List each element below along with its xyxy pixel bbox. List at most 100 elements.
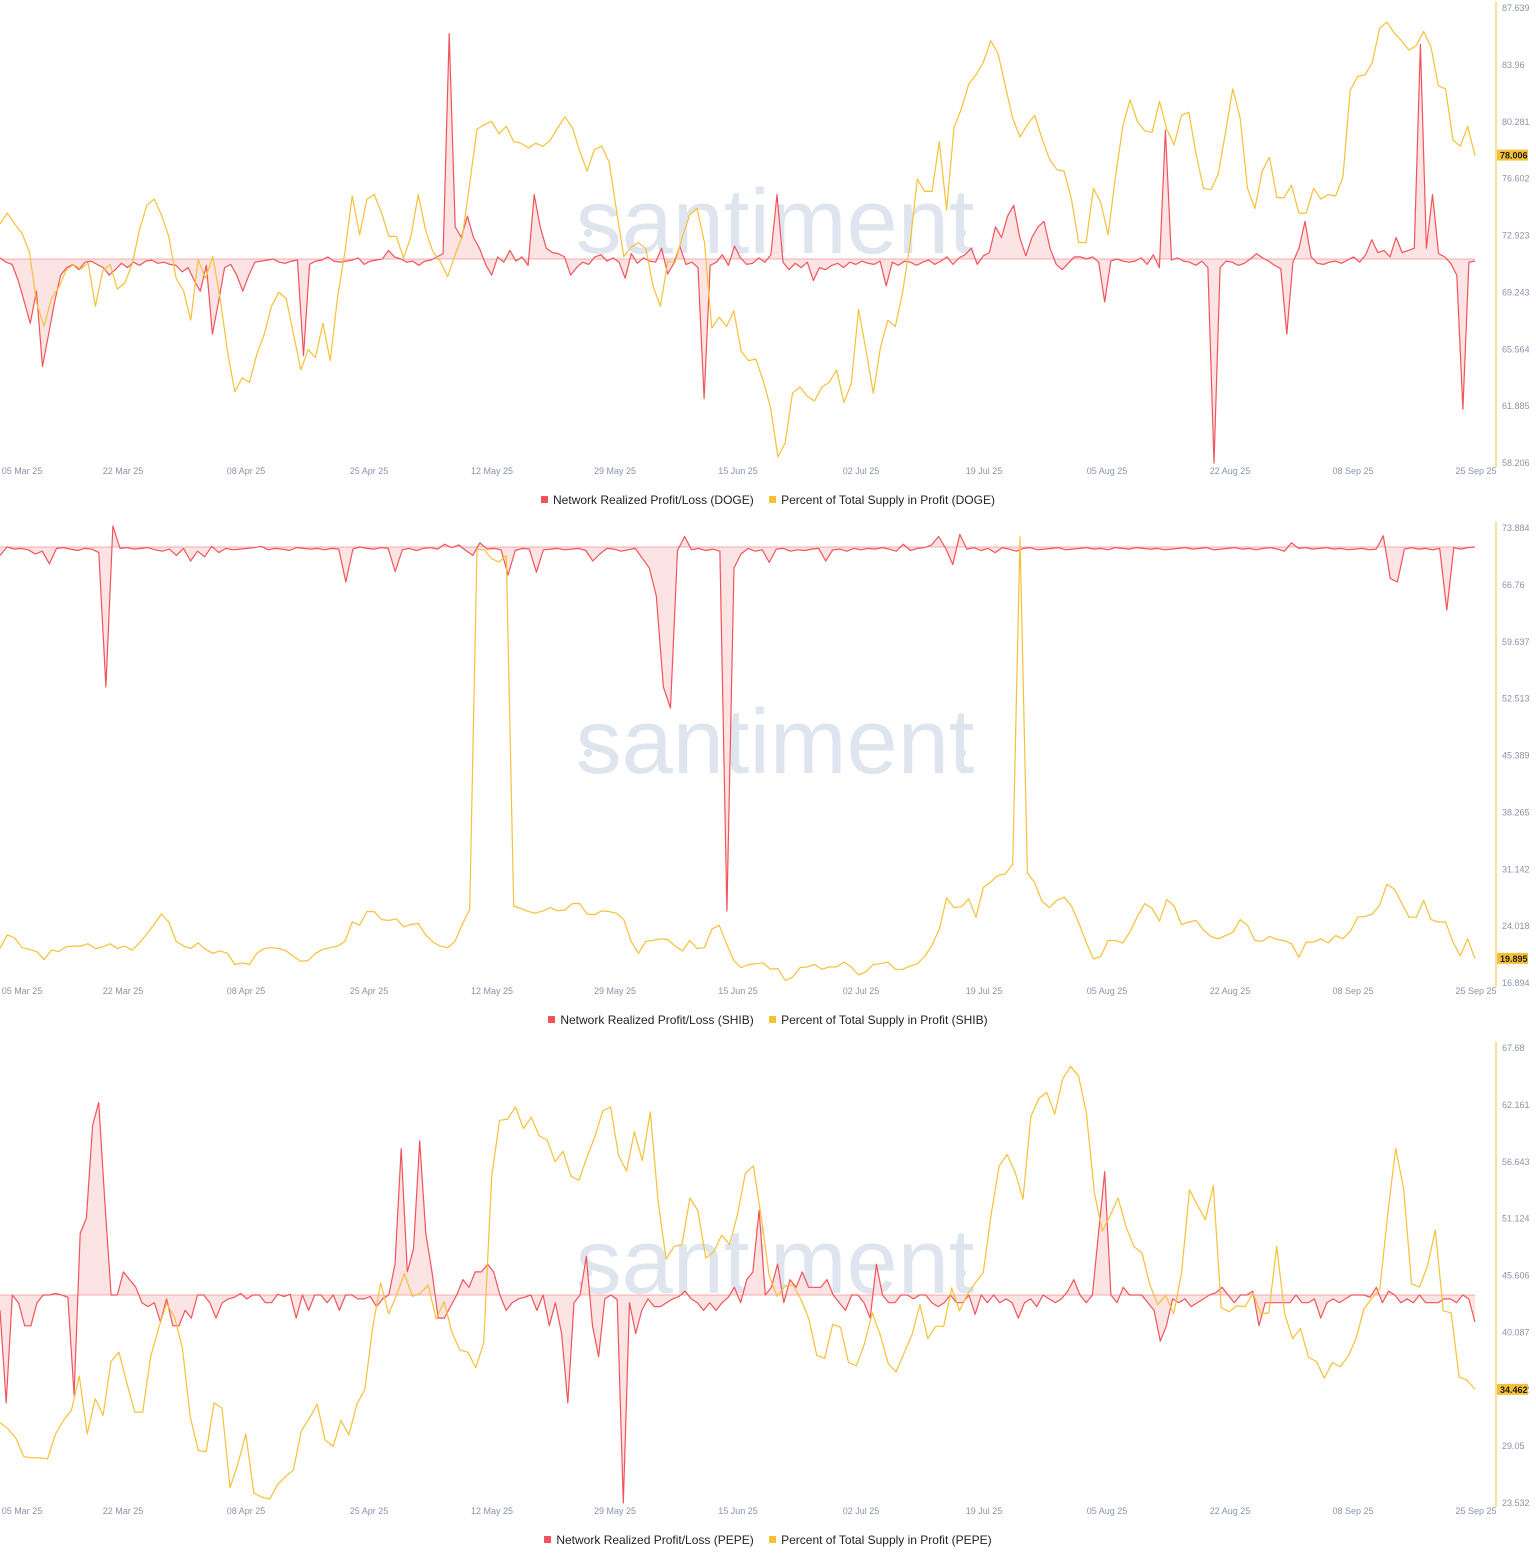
y-tick-label: 76.602 (1502, 174, 1530, 184)
x-tick-label: 05 Mar 25 (2, 466, 43, 476)
supply-in-profit-line (0, 536, 1476, 982)
x-tick-label: 25 Apr 25 (350, 986, 389, 996)
legend-item-profit-loss[interactable]: Network Realized Profit/Loss (SHIB) (548, 1013, 754, 1027)
y-tick-label: 56.643 (1502, 1157, 1530, 1167)
legend-swatch-red (541, 496, 549, 503)
y-tick-label: 24.018 (1502, 921, 1530, 931)
pepe-chart-panel: santiment 67.68 62.161 56.643 51.124 45.606 4… (0, 1040, 1536, 1560)
shib-chart: santiment 73.884 66.76 59.637 52.513 45.389 3… (0, 522, 1530, 996)
x-tick-label: 22 Aug 25 (1210, 986, 1251, 996)
plot-layer (0, 21, 1476, 464)
supply-in-profit-line (0, 21, 1476, 458)
shib-legend: Network Realized Profit/Loss (SHIB) Perc… (0, 1013, 1536, 1027)
y-tick-label: 31.142 (1502, 864, 1530, 874)
legend-label: Percent of Total Supply in Profit (PEPE) (781, 1533, 992, 1547)
x-tick-label: 05 Aug 25 (1087, 1506, 1128, 1516)
x-tick-label: 12 May 25 (471, 986, 513, 996)
y-tick-label: 67.68 (1502, 1043, 1525, 1053)
x-tick-label: 22 Aug 25 (1210, 1506, 1251, 1516)
x-tick-label: 19 Jul 25 (966, 466, 1003, 476)
axis-layer: 73.884 66.76 59.637 52.513 45.389 38.265 31.14… (2, 522, 1530, 996)
y-tick-label: 38.265 (1502, 807, 1530, 817)
supply-in-profit-line (0, 1065, 1476, 1500)
y-tick-label: 51.124 (1502, 1214, 1530, 1224)
x-tick-label: 05 Mar 25 (2, 986, 43, 996)
x-tick-label: 22 Mar 25 (103, 986, 144, 996)
axis-layer: 67.68 62.161 56.643 51.124 45.606 40.087 34.46… (2, 1042, 1530, 1516)
x-tick-label: 12 May 25 (471, 1506, 513, 1516)
watermark-dot-right (958, 749, 966, 757)
y-tick-label: 69.243 (1502, 287, 1530, 297)
x-tick-label: 05 Aug 25 (1087, 466, 1128, 476)
axis-layer: 87.639 83.96 80.281 76.602 72.923 69.243 65.56… (2, 2, 1530, 476)
x-tick-label: 08 Apr 25 (227, 1506, 266, 1516)
x-tick-label: 29 May 25 (594, 1506, 636, 1516)
y-tick-label: 65.564 (1502, 344, 1530, 354)
legend-item-supply-in-profit[interactable]: Percent of Total Supply in Profit (DOGE) (769, 493, 995, 507)
x-tick-label: 08 Apr 25 (227, 986, 266, 996)
y-tick-label: 52.513 (1502, 694, 1530, 704)
x-tick-label: 02 Jul 25 (843, 1506, 880, 1516)
legend-swatch-red (544, 1536, 552, 1543)
y-tick-label: 58.206 (1502, 458, 1530, 468)
x-tick-label: 08 Sep 25 (1332, 466, 1373, 476)
legend-item-supply-in-profit[interactable]: Percent of Total Supply in Profit (SHIB) (769, 1013, 988, 1027)
x-tick-label: 25 Apr 25 (350, 466, 389, 476)
current-value-text: 78.006 (1500, 151, 1528, 161)
x-tick-label: 29 May 25 (594, 986, 636, 996)
profit-loss-line (0, 1101, 1476, 1504)
x-tick-label: 19 Jul 25 (966, 1506, 1003, 1516)
legend-item-profit-loss[interactable]: Network Realized Profit/Loss (PEPE) (544, 1533, 754, 1547)
y-tick-label: 45.389 (1502, 751, 1530, 761)
pepe-legend: Network Realized Profit/Loss (PEPE) Perc… (0, 1533, 1536, 1547)
legend-item-profit-loss[interactable]: Network Realized Profit/Loss (DOGE) (541, 493, 754, 507)
shib-chart-panel: santiment 73.884 66.76 59.637 52.513 45.389 3… (0, 520, 1536, 1040)
y-tick-label: 83.96 (1502, 60, 1525, 70)
plot-layer (0, 1065, 1476, 1504)
x-tick-label: 08 Sep 25 (1332, 986, 1373, 996)
x-tick-label: 22 Mar 25 (103, 1506, 144, 1516)
current-value-badge (1497, 952, 1528, 964)
x-tick-label: 25 Sep 25 (1455, 986, 1496, 996)
y-tick-label: 45.606 (1502, 1271, 1530, 1281)
legend-label: Network Realized Profit/Loss (DOGE) (553, 493, 754, 507)
y-tick-label: 72.923 (1502, 231, 1530, 241)
x-tick-label: 02 Jul 25 (843, 466, 880, 476)
x-tick-label: 22 Aug 25 (1210, 466, 1251, 476)
current-value-badge (1497, 149, 1528, 161)
current-value-text: 19.895 (1500, 954, 1528, 964)
legend-swatch-yellow (769, 1016, 777, 1023)
x-tick-label: 15 Jun 25 (718, 466, 758, 476)
legend-label: Network Realized Profit/Loss (PEPE) (556, 1533, 754, 1547)
x-tick-label: 19 Jul 25 (966, 986, 1003, 996)
doge-legend: Network Realized Profit/Loss (DOGE) Perc… (0, 493, 1536, 507)
watermark-dot-right (958, 229, 966, 237)
x-tick-label: 05 Mar 25 (2, 1506, 43, 1516)
watermark-dot-left (584, 229, 592, 237)
x-tick-label: 22 Mar 25 (103, 466, 144, 476)
y-tick-label: 73.884 (1502, 523, 1530, 533)
legend-item-supply-in-profit[interactable]: Percent of Total Supply in Profit (PEPE) (769, 1533, 992, 1547)
watermark-dot-left (584, 749, 592, 757)
x-tick-label: 25 Sep 25 (1455, 1506, 1496, 1516)
legend-label: Percent of Total Supply in Profit (SHIB) (781, 1013, 988, 1027)
y-tick-label: 40.087 (1502, 1327, 1530, 1337)
watermark-dot-right (958, 1269, 966, 1277)
x-tick-label: 25 Sep 25 (1455, 466, 1496, 476)
legend-label: Percent of Total Supply in Profit (DOGE) (781, 493, 995, 507)
legend-swatch-yellow (769, 1536, 777, 1543)
y-tick-label: 62.161 (1502, 1100, 1530, 1110)
y-tick-label: 80.281 (1502, 117, 1530, 127)
x-tick-label: 05 Aug 25 (1087, 986, 1128, 996)
doge-chart-panel: santiment 87.63983.9680.28176.60272.9236… (0, 0, 1536, 520)
legend-swatch-red (548, 1016, 556, 1023)
watermark: santiment (576, 691, 975, 793)
y-tick-label: 66.76 (1502, 580, 1525, 590)
x-tick-label: 25 Apr 25 (350, 1506, 389, 1516)
plot-layer (0, 525, 1476, 982)
profit-loss-line (0, 525, 1476, 912)
y-tick-label: 23.532 (1502, 1498, 1530, 1508)
y-tick-label: 16.894 (1502, 978, 1530, 988)
x-tick-label: 12 May 25 (471, 466, 513, 476)
